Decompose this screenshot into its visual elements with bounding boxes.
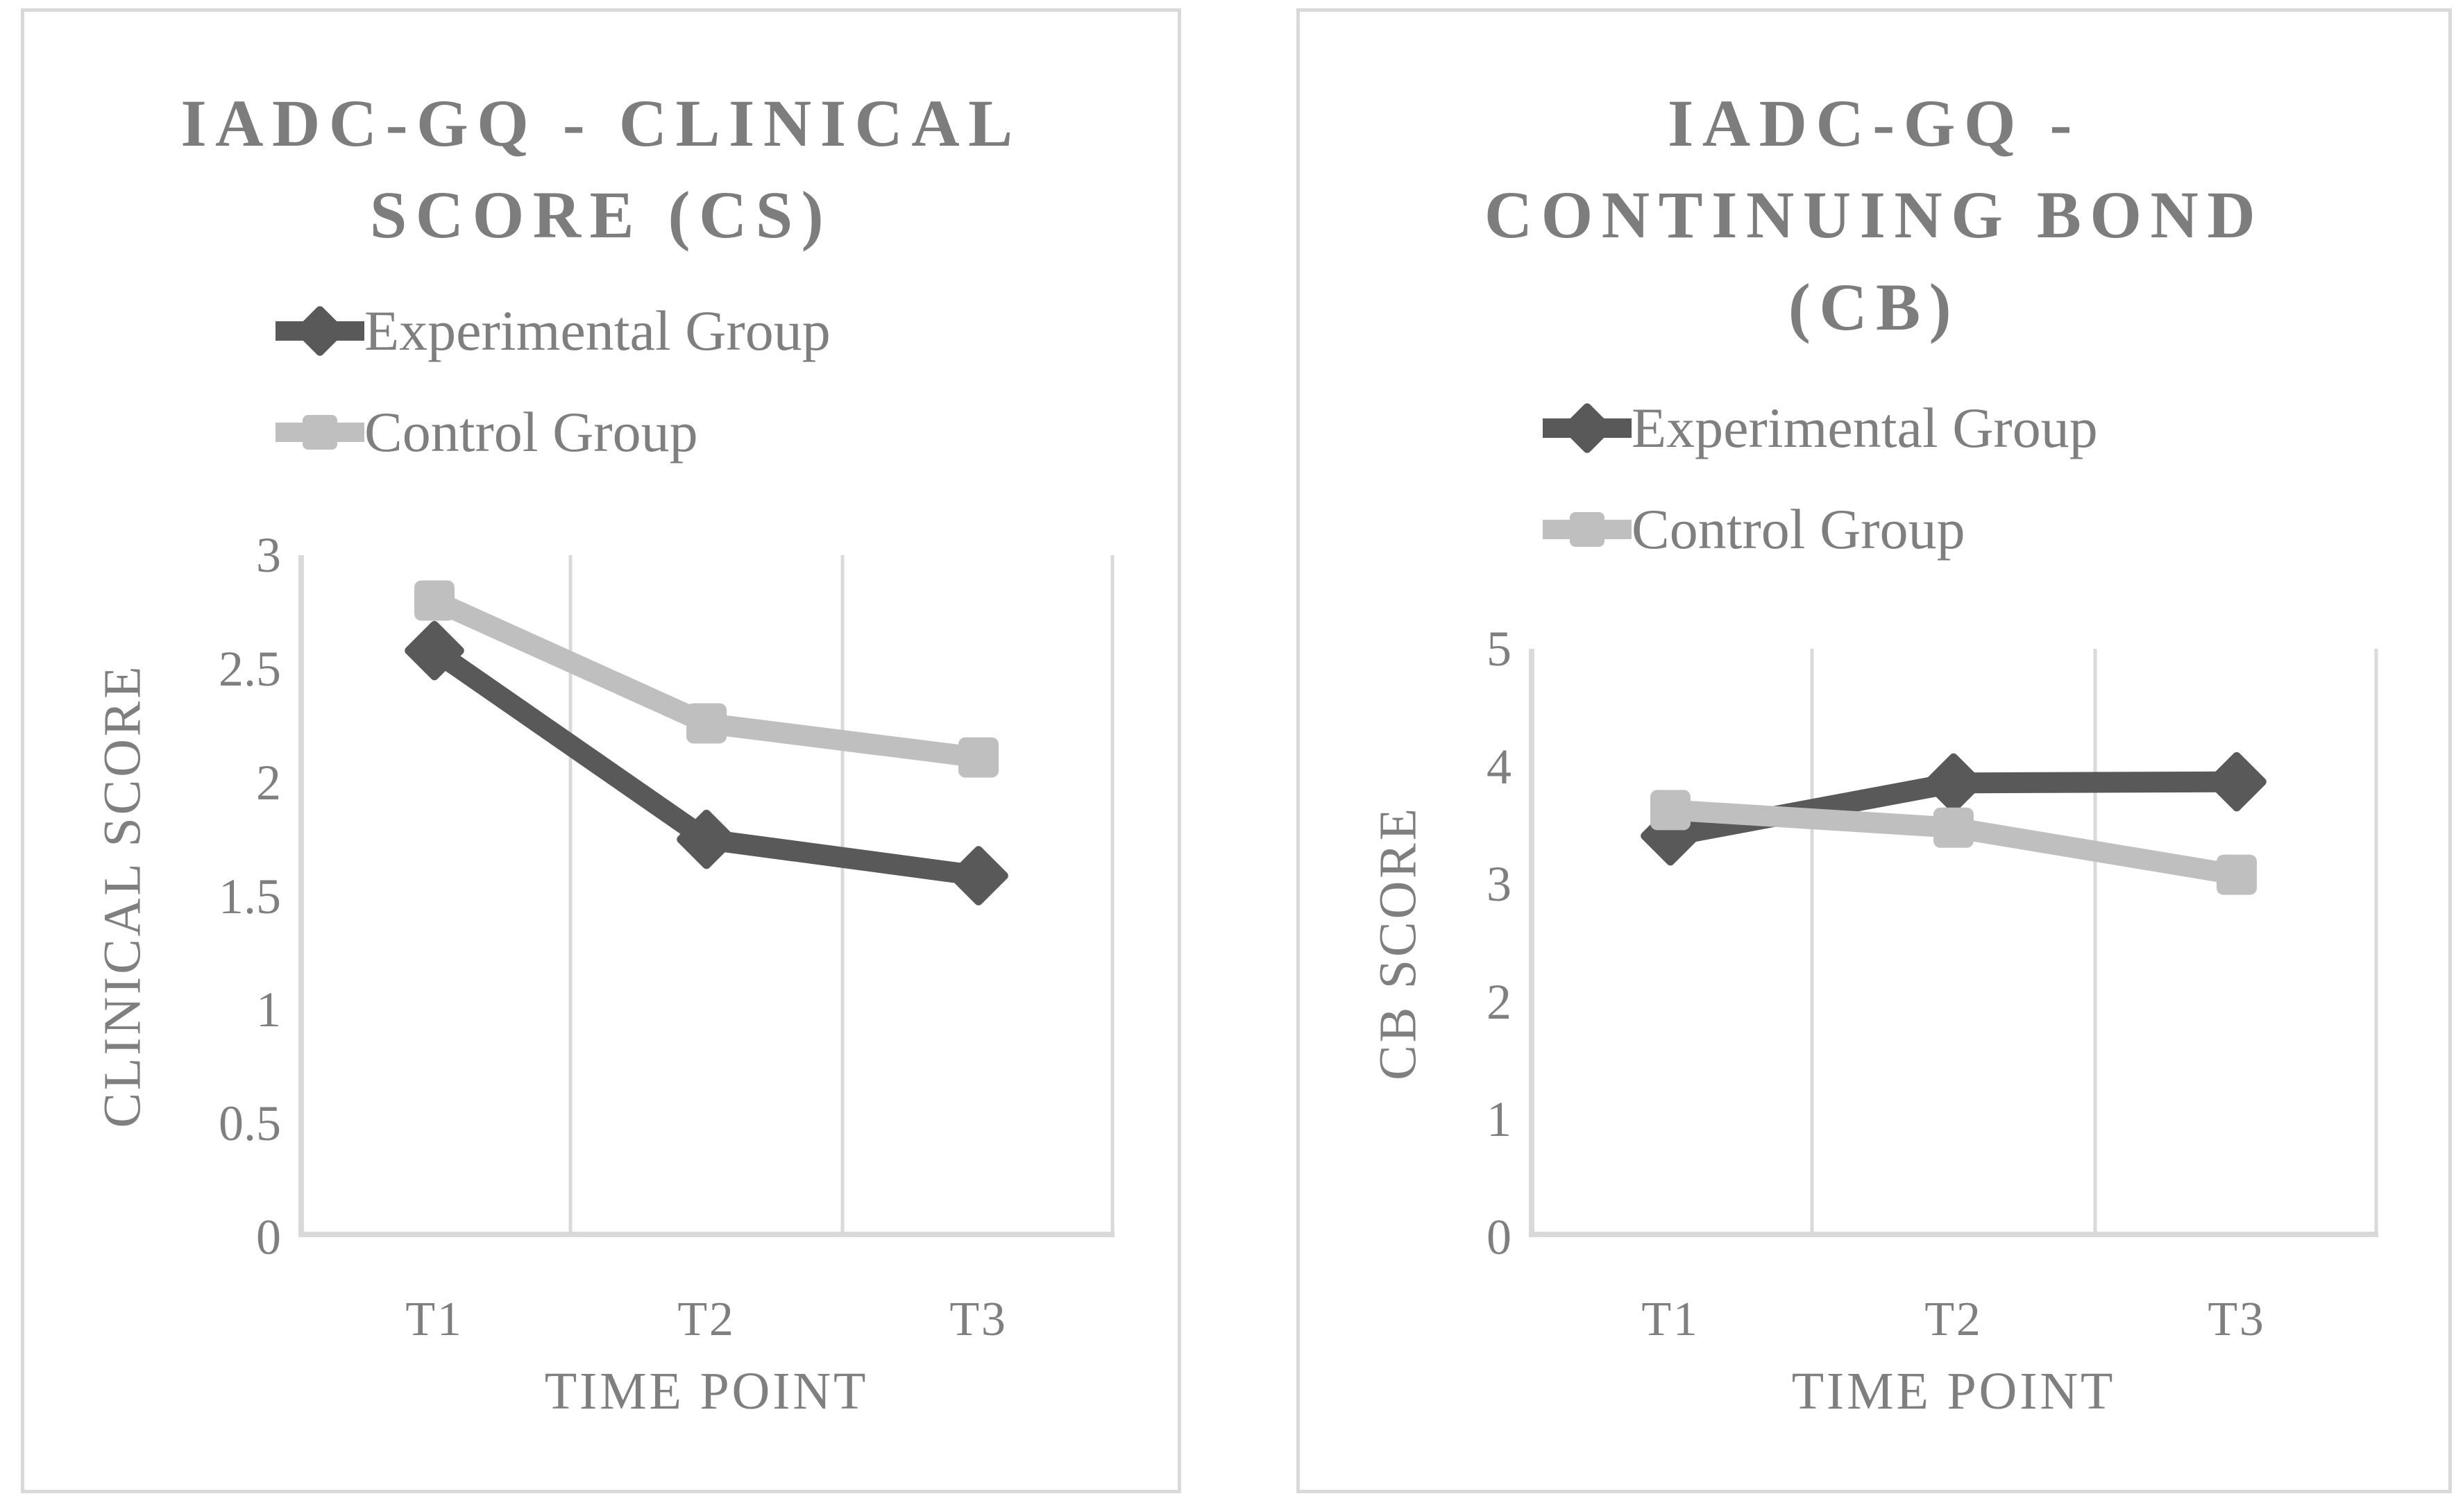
- square-line-marker-icon: [276, 399, 364, 466]
- plot-area: [298, 555, 1115, 1237]
- y-tick-label: 1: [1487, 1091, 1511, 1148]
- legend-entry-control: Control Group: [276, 399, 831, 466]
- x-tick-label: T2: [677, 1293, 736, 1346]
- diamond-marker-icon: [677, 809, 736, 869]
- chart-title-line: SCORE (CS): [369, 178, 833, 253]
- y-tick-label: 1.5: [219, 868, 281, 924]
- square-icon: [303, 415, 337, 450]
- diamond-marker-icon: [1924, 753, 1983, 813]
- diamond-marker-icon: [949, 846, 1008, 906]
- square-line-marker-icon: [1543, 496, 1632, 563]
- square-marker-icon: [414, 580, 455, 621]
- y-tick-label: 1: [256, 982, 281, 1038]
- x-axis-title: TIME POINT: [544, 1362, 869, 1420]
- chart-panel-continuing-bond: IADC-GQ - CONTINUING BOND (CB) Experimen…: [1296, 8, 2452, 1493]
- x-tick-label: T2: [1924, 1293, 1983, 1346]
- legend-label: Control Group: [364, 400, 698, 464]
- chart-title: IADC-GQ - CONTINUING BOND (CB): [1300, 78, 2448, 353]
- legend-label: Experimental Group: [364, 299, 831, 362]
- diamond-icon: [293, 304, 347, 358]
- diamond-marker-icon: [405, 620, 464, 681]
- square-marker-icon: [958, 737, 999, 778]
- square-marker-icon: [1650, 790, 1691, 831]
- chart-panel-clinical-score: IADC-GQ - CLINICAL SCORE (CS) Experiment…: [21, 8, 1181, 1493]
- plot-area: [1529, 649, 2378, 1237]
- y-tick-label: 4: [1487, 738, 1511, 795]
- chart-title: IADC-GQ - CLINICAL SCORE (CS): [24, 78, 1178, 262]
- y-tick-label: 3: [256, 527, 281, 583]
- y-tick-label: 2: [256, 754, 281, 810]
- diamond-marker-icon: [2207, 751, 2267, 812]
- square-marker-icon: [1933, 807, 1974, 848]
- y-axis-title: CB SCORE: [1369, 806, 1428, 1080]
- x-tick-label: T3: [2208, 1293, 2266, 1346]
- chart-title-line: IADC-GQ -: [1668, 86, 2081, 160]
- chart-title-line: CONTINUING BOND: [1484, 178, 2264, 253]
- legend: Experimental Group Control Group: [1543, 395, 2098, 563]
- legend-entry-experimental: Experimental Group: [276, 298, 831, 364]
- x-tick-label: T1: [1641, 1293, 1700, 1346]
- y-tick-label: 5: [1487, 621, 1511, 677]
- diamond-line-marker-icon: [1543, 395, 1632, 461]
- square-marker-icon: [686, 703, 727, 744]
- square-marker-icon: [2217, 854, 2257, 895]
- x-tick-label: T3: [949, 1293, 1008, 1346]
- legend-entry-experimental: Experimental Group: [1543, 395, 2098, 461]
- y-tick-label: 2.5: [219, 640, 281, 697]
- y-tick-label: 0: [1487, 1209, 1511, 1265]
- legend-label: Experimental Group: [1632, 396, 2098, 459]
- y-tick-label: 2: [1487, 974, 1511, 1030]
- chart-title-line: (CB): [1788, 269, 1960, 344]
- x-axis-title: TIME POINT: [1791, 1362, 2116, 1420]
- diamond-line-marker-icon: [276, 298, 364, 364]
- y-tick-label: 3: [1487, 856, 1511, 912]
- y-tick-label: 0.5: [219, 1096, 281, 1152]
- legend-label: Control Group: [1632, 498, 1965, 561]
- legend-entry-control: Control Group: [1543, 496, 2098, 563]
- x-tick-label: T1: [405, 1293, 464, 1346]
- legend: Experimental Group Control Group: [276, 298, 831, 466]
- square-icon: [1570, 512, 1604, 547]
- y-tick-label: 0: [256, 1209, 281, 1265]
- diamond-icon: [1560, 401, 1614, 455]
- chart-title-line: IADC-GQ - CLINICAL: [180, 86, 1022, 160]
